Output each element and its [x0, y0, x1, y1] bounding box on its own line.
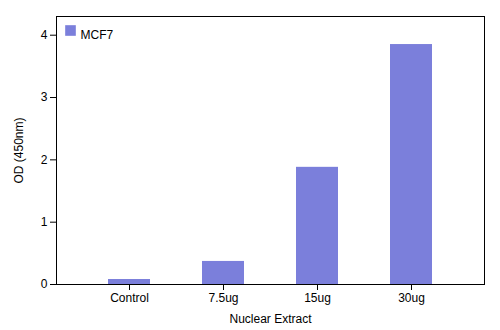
svg-text:30ug: 30ug — [398, 291, 425, 305]
svg-text:15ug: 15ug — [304, 291, 331, 305]
svg-text:7.5ug: 7.5ug — [208, 291, 238, 305]
svg-text:Nuclear Extract: Nuclear Extract — [229, 312, 312, 326]
svg-text:3: 3 — [41, 90, 48, 104]
svg-text:MCF7: MCF7 — [81, 28, 114, 42]
svg-text:OD (450nm): OD (450nm) — [12, 117, 26, 183]
svg-text:0: 0 — [41, 277, 48, 291]
svg-text:4: 4 — [41, 28, 48, 42]
svg-text:1: 1 — [41, 215, 48, 229]
svg-text:2: 2 — [41, 153, 48, 167]
svg-text:Control: Control — [110, 291, 149, 305]
